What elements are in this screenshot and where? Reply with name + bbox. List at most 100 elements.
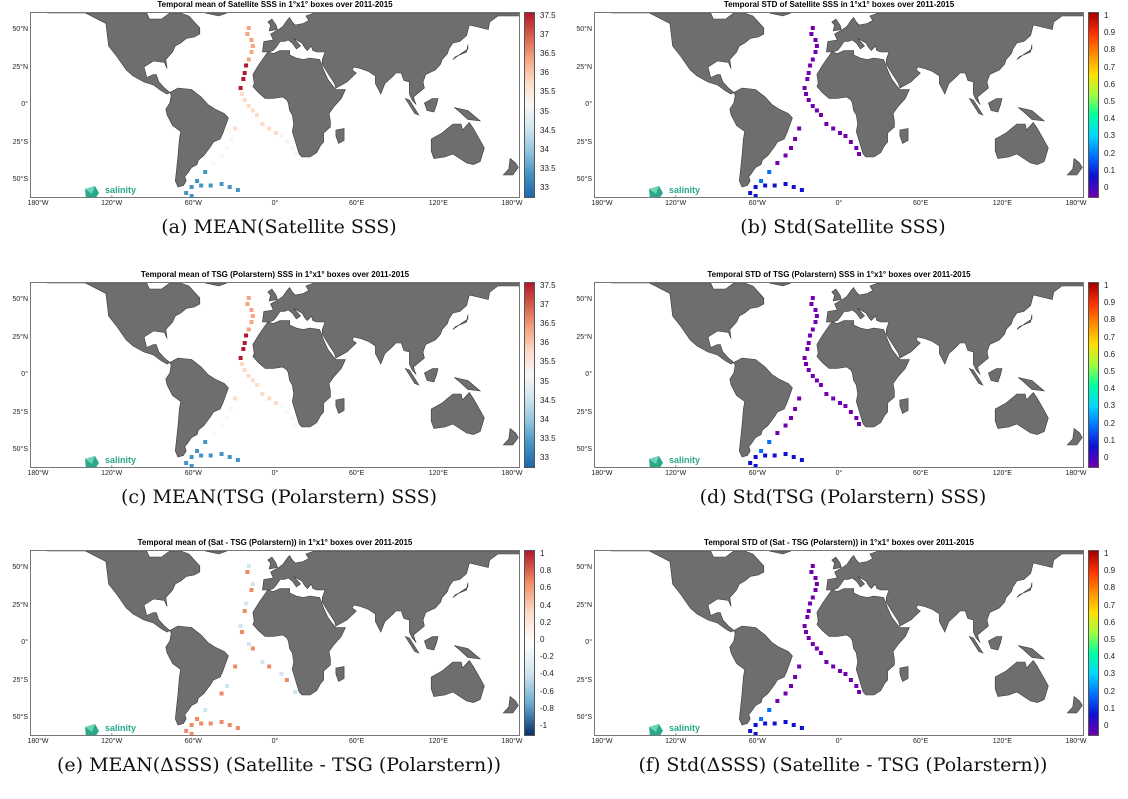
- colorbar-tick: 36.5: [540, 319, 556, 329]
- observation-box: [767, 440, 772, 444]
- observation-box: [242, 636, 247, 640]
- observation-box: [824, 392, 829, 396]
- observation-box: [806, 341, 811, 345]
- lat-tick: 25°N: [12, 601, 28, 609]
- observation-box: [246, 57, 251, 62]
- observation-box: [843, 672, 848, 676]
- caption: (c) MEAN(TSG (Polarstern) SSS): [120, 486, 438, 508]
- colorbar-tick: -0.2: [540, 652, 554, 662]
- lat-tick: 0°: [585, 101, 592, 108]
- colorbar-tick: 0.9: [1104, 566, 1116, 576]
- landmass-south-america: [729, 87, 793, 188]
- lon-tick: 60°W: [748, 200, 766, 207]
- observation-box: [806, 368, 811, 372]
- landmass-japan: [452, 314, 469, 330]
- observation-box: [843, 404, 848, 408]
- map-title: Temporal mean of TSG (Polarstern) SSS in…: [140, 270, 410, 279]
- observation-box: [229, 137, 234, 141]
- colorbar-tick: 0.4: [1104, 652, 1116, 662]
- lat-tick: 25°N: [576, 333, 592, 341]
- colorbar-tick: -0.8: [540, 703, 554, 713]
- observation-box: [793, 407, 798, 411]
- observation-box: [857, 152, 862, 156]
- colorbar-tick: 0.3: [1104, 401, 1116, 411]
- observation-box: [783, 153, 788, 158]
- map-frame: salinitypi-mep: [30, 282, 520, 468]
- observation-box: [783, 691, 788, 696]
- observation-box: [239, 362, 244, 366]
- landmass-africa: [252, 588, 346, 696]
- landmass-madagascar: [335, 666, 345, 682]
- observation-box: [279, 672, 284, 676]
- caption: (f) Std(ΔSSS) (Satellite - TSG (Polarste…: [638, 754, 1048, 776]
- observation-box: [843, 134, 848, 138]
- caption: (e) MEAN(ΔSSS) (Satellite - TSG (Polarst…: [56, 754, 502, 776]
- observation-box: [239, 92, 244, 96]
- observation-box: [260, 392, 265, 396]
- landmass-north-america: [611, 551, 765, 633]
- colorbar-tick: 0.6: [540, 583, 552, 593]
- observation-box: [242, 98, 247, 102]
- observation-box: [211, 161, 216, 165]
- landmass-borneo: [988, 368, 1003, 383]
- observation-box: [244, 333, 249, 338]
- lon-tick: 180°W: [27, 470, 49, 477]
- colorbar: [524, 282, 535, 468]
- lon-tick: 60°E: [913, 470, 929, 477]
- colorbar-tick: 0.9: [1104, 28, 1116, 38]
- observation-box: [813, 38, 818, 42]
- observation-box: [810, 57, 815, 62]
- observation-box: [203, 440, 208, 444]
- observation-box: [290, 684, 295, 688]
- colorbar-tick: 0: [1104, 453, 1109, 462]
- observation-box: [219, 423, 224, 428]
- landmass-south-america: [165, 87, 229, 188]
- colorbar-tick: 34: [540, 414, 549, 424]
- observation-box: [184, 191, 189, 195]
- map-frame: salinitypi-mep: [30, 12, 520, 198]
- colorbar-tick: 0: [1104, 183, 1109, 192]
- observation-box: [803, 92, 808, 96]
- lon-tick: 0°: [835, 200, 843, 207]
- observation-box: [810, 374, 815, 378]
- observation-box: [227, 723, 232, 727]
- observation-box: [806, 98, 811, 102]
- observation-box: [195, 179, 200, 183]
- colorbar-tick: 36: [540, 338, 549, 348]
- observation-box: [233, 664, 238, 669]
- lon-tick: 120°E: [428, 738, 448, 745]
- landmass-greenland: [769, 13, 792, 17]
- landmass-japan: [452, 44, 469, 60]
- world-map: [47, 551, 519, 735]
- observation-box: [848, 140, 853, 144]
- observation-box: [225, 684, 229, 688]
- observation-box: [250, 108, 255, 113]
- lat-tick: 25°S: [576, 138, 592, 146]
- lon-tick: 120°W: [101, 200, 123, 207]
- observation-box: [245, 32, 250, 36]
- observation-box: [250, 44, 255, 48]
- colorbar-tick: 0.7: [1104, 62, 1116, 72]
- landmass-new-guinea: [1018, 645, 1046, 660]
- observation-box: [246, 296, 251, 300]
- landmass-south-america: [729, 625, 793, 726]
- lon-tick: 120°W: [101, 470, 123, 477]
- observation-box: [199, 183, 204, 188]
- logo-line1: salinity: [669, 185, 701, 195]
- map-title: Temporal STD of TSG (Polarstern) SSS in …: [707, 270, 971, 279]
- landmass-australia: [430, 660, 485, 703]
- observation-box: [814, 44, 819, 48]
- observation-box: [241, 347, 246, 351]
- observation-box: [274, 131, 278, 135]
- lon-tick: 60°W: [184, 470, 202, 477]
- colorbar-tick: 0.2: [540, 617, 552, 627]
- observation-box: [831, 664, 836, 669]
- observation-box: [753, 194, 758, 197]
- observation-box: [803, 630, 808, 634]
- lon-tick: 60°E: [349, 470, 365, 477]
- observation-box: [813, 576, 818, 580]
- landmass-australia: [994, 660, 1049, 703]
- observation-box: [759, 717, 764, 721]
- observation-box: [249, 320, 254, 324]
- caption: (d) Std(TSG (Polarstern) SSS): [699, 486, 987, 508]
